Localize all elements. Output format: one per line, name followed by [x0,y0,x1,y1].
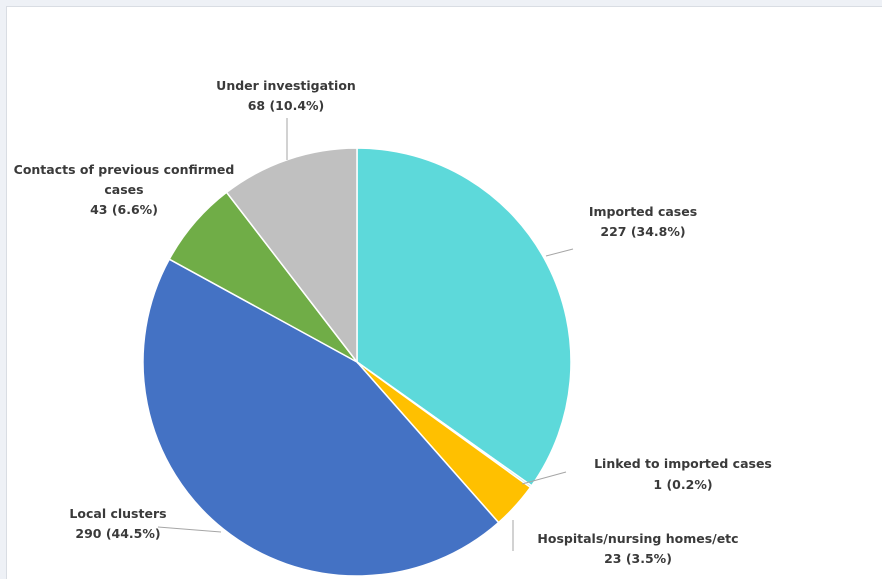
label-imported-cases-name: Imported cases [589,204,697,219]
leader-local-clusters [157,526,222,533]
pie-slices [142,147,572,577]
label-under-investigation-value: 68 (10.4%) [248,98,325,113]
label-local-clusters-name: Local clusters [69,506,166,521]
leader-imported [545,248,574,257]
label-hospitals-value: 23 (3.5%) [604,551,672,566]
leader-linked-imported [521,471,567,485]
slice-imported-cases [356,147,572,487]
leader-lines [157,118,574,551]
label-linked-imported-value: 1 (0.2%) [653,477,712,492]
label-linked-imported-name: Linked to imported cases [594,456,772,471]
label-contacts-name-line1: Contacts of previous confirmed [14,162,235,177]
label-imported-cases-value: 227 (34.8%) [600,224,685,239]
label-contacts-name-line2: cases [104,182,143,197]
slice-local-clusters [142,258,500,577]
label-contacts-value: 43 (6.6%) [90,202,158,217]
label-under-investigation-name: Under investigation [216,78,356,93]
label-local-clusters-value: 290 (44.5%) [75,526,160,541]
label-hospitals-name: Hospitals/nursing homes/etc [537,531,738,546]
slice-under-investigation [225,147,358,365]
